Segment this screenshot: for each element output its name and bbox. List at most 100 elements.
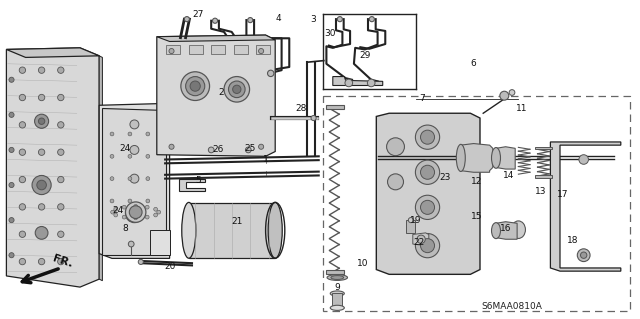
Polygon shape [6,48,99,287]
Circle shape [509,90,515,95]
Circle shape [114,207,118,211]
Circle shape [146,199,150,203]
Text: 20: 20 [164,262,175,271]
Circle shape [145,205,149,209]
Text: 6: 6 [471,59,476,68]
Circle shape [246,147,251,153]
Circle shape [337,17,342,22]
Circle shape [259,144,264,149]
Circle shape [387,138,404,156]
Circle shape [154,213,157,217]
Ellipse shape [456,144,465,172]
Text: 2: 2 [218,88,223,97]
Circle shape [111,210,115,214]
Text: 14: 14 [503,171,515,180]
Circle shape [58,204,64,210]
Circle shape [9,112,14,117]
Circle shape [19,231,26,237]
Text: 15: 15 [471,212,483,221]
Text: 10: 10 [357,259,369,268]
Text: 4: 4 [276,14,281,23]
Polygon shape [496,147,515,169]
Circle shape [577,249,590,262]
Text: FR.: FR. [51,254,74,270]
Circle shape [345,79,353,87]
Circle shape [19,258,26,265]
Ellipse shape [268,203,282,258]
Text: 8: 8 [122,224,127,233]
Text: 21: 21 [231,217,243,226]
Polygon shape [333,77,383,85]
Circle shape [134,204,138,208]
Circle shape [134,216,138,220]
Bar [166,45,180,54]
Circle shape [32,175,51,195]
Circle shape [224,77,250,102]
Text: 26: 26 [212,145,223,154]
Bar [189,45,203,54]
Circle shape [146,132,150,136]
Circle shape [367,79,375,87]
Circle shape [125,202,146,222]
Circle shape [19,149,26,155]
Circle shape [169,144,174,149]
Circle shape [58,258,64,265]
Polygon shape [150,230,170,255]
Circle shape [35,114,49,128]
Text: 7: 7 [420,94,425,103]
Polygon shape [99,56,102,281]
Circle shape [415,234,440,258]
Text: 30: 30 [324,29,335,38]
Circle shape [500,91,509,100]
Circle shape [209,147,214,153]
Text: 24: 24 [119,144,131,153]
Circle shape [122,205,126,209]
Text: 16: 16 [500,224,511,233]
Circle shape [19,67,26,73]
Circle shape [38,67,45,73]
Circle shape [311,115,316,121]
Circle shape [184,17,189,22]
Text: 5: 5 [196,176,201,185]
Circle shape [38,231,45,237]
Text: 13: 13 [535,187,547,196]
Circle shape [129,206,142,219]
Circle shape [138,259,143,264]
Circle shape [58,149,64,155]
Circle shape [35,226,48,239]
Circle shape [125,205,143,223]
Circle shape [157,210,161,214]
Circle shape [9,253,14,258]
Ellipse shape [182,203,196,258]
Circle shape [122,215,126,219]
Circle shape [212,18,218,23]
Bar [332,293,342,308]
Polygon shape [102,108,166,255]
Circle shape [9,182,14,188]
Polygon shape [496,222,517,239]
Circle shape [38,176,45,183]
Circle shape [579,155,588,164]
Bar [535,175,552,178]
Circle shape [128,177,132,181]
Text: 25: 25 [244,144,255,153]
Circle shape [38,122,45,128]
Circle shape [145,215,149,219]
Bar [326,270,344,274]
Circle shape [58,122,64,128]
Ellipse shape [511,221,525,238]
Circle shape [417,235,425,243]
Text: 3: 3 [311,15,316,24]
Bar [326,105,344,109]
Text: 19: 19 [410,216,422,225]
Text: 28: 28 [295,104,307,113]
Text: 18: 18 [567,236,579,245]
Polygon shape [99,104,170,258]
Circle shape [146,154,150,158]
Circle shape [9,218,14,223]
Ellipse shape [330,305,344,310]
Circle shape [110,154,114,158]
Text: 27: 27 [193,10,204,19]
Circle shape [248,18,253,23]
Circle shape [420,239,435,253]
